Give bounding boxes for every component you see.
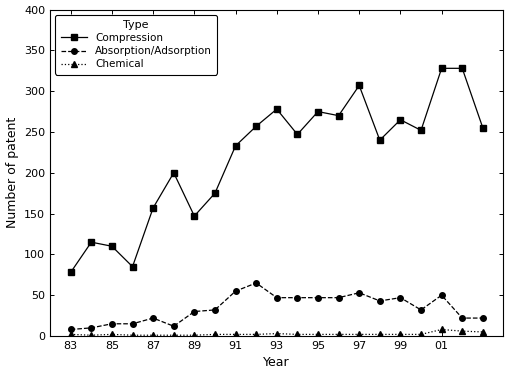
Chemical — [253, 332, 259, 337]
Compression — [191, 214, 197, 218]
Compression — [356, 83, 362, 88]
Chemical — [274, 332, 280, 336]
Absorption/Adsorption — [253, 281, 259, 285]
Compression — [171, 171, 177, 175]
Compression — [129, 264, 135, 269]
Chemical — [129, 333, 135, 338]
Compression — [398, 117, 404, 122]
Absorption/Adsorption — [129, 321, 135, 326]
Chemical — [418, 332, 424, 337]
Chemical — [459, 329, 465, 333]
Chemical — [233, 332, 239, 337]
Absorption/Adsorption — [274, 296, 280, 300]
Absorption/Adsorption — [459, 316, 465, 320]
Compression — [294, 132, 300, 136]
Chemical — [356, 332, 362, 337]
Absorption/Adsorption — [212, 308, 218, 312]
Chemical — [335, 332, 342, 337]
Chemical — [191, 333, 197, 338]
Absorption/Adsorption — [398, 296, 404, 300]
Chemical — [294, 332, 300, 337]
Compression — [274, 107, 280, 111]
Compression — [212, 191, 218, 195]
Absorption/Adsorption — [191, 309, 197, 314]
Absorption/Adsorption — [294, 296, 300, 300]
Chemical — [439, 327, 445, 332]
Chemical — [109, 332, 115, 337]
Line: Absorption/Adsorption: Absorption/Adsorption — [68, 280, 486, 332]
Chemical — [171, 333, 177, 338]
Absorption/Adsorption — [171, 324, 177, 328]
Legend: Compression, Absorption/Adsorption, Chemical: Compression, Absorption/Adsorption, Chem… — [55, 15, 217, 75]
Absorption/Adsorption — [150, 316, 156, 320]
Absorption/Adsorption — [377, 298, 383, 303]
Compression — [418, 128, 424, 133]
Compression — [253, 124, 259, 129]
Chemical — [150, 333, 156, 338]
Chemical — [377, 332, 383, 337]
X-axis label: Year: Year — [264, 357, 290, 369]
Compression — [68, 270, 74, 274]
Absorption/Adsorption — [480, 316, 486, 320]
Absorption/Adsorption — [233, 289, 239, 293]
Line: Chemical: Chemical — [68, 327, 486, 338]
Compression — [233, 144, 239, 148]
Absorption/Adsorption — [356, 291, 362, 295]
Chemical — [480, 330, 486, 334]
Compression — [480, 126, 486, 130]
Compression — [315, 110, 321, 114]
Absorption/Adsorption — [109, 321, 115, 326]
Compression — [377, 138, 383, 142]
Compression — [335, 113, 342, 118]
Absorption/Adsorption — [68, 327, 74, 332]
Absorption/Adsorption — [315, 296, 321, 300]
Chemical — [212, 332, 218, 337]
Compression — [88, 240, 94, 244]
Y-axis label: Number of patent: Number of patent — [6, 117, 18, 228]
Absorption/Adsorption — [418, 308, 424, 312]
Chemical — [68, 332, 74, 337]
Compression — [109, 244, 115, 249]
Chemical — [315, 332, 321, 337]
Absorption/Adsorption — [88, 326, 94, 330]
Line: Compression: Compression — [68, 66, 486, 275]
Absorption/Adsorption — [335, 296, 342, 300]
Compression — [459, 66, 465, 70]
Absorption/Adsorption — [439, 293, 445, 297]
Compression — [150, 206, 156, 210]
Compression — [439, 66, 445, 70]
Chemical — [398, 332, 404, 337]
Chemical — [88, 333, 94, 338]
